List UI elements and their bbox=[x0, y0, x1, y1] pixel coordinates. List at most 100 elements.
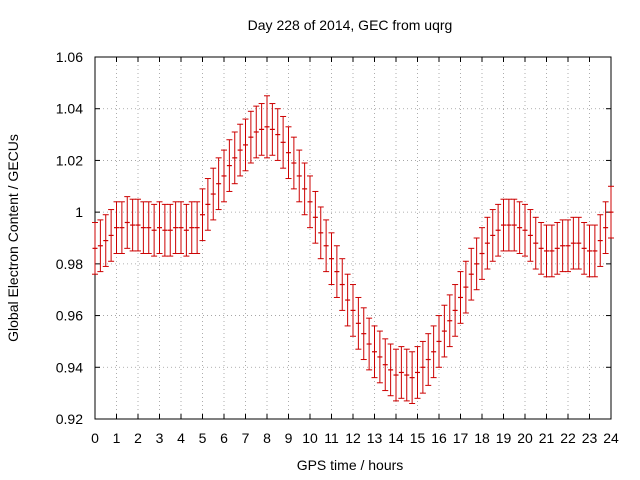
error-bar-point bbox=[307, 175, 313, 229]
error-bar-point bbox=[559, 219, 566, 273]
error-bar-point bbox=[242, 118, 249, 172]
error-bar-point bbox=[328, 232, 335, 286]
error-bar-point bbox=[382, 338, 389, 392]
x-tick-label: 4 bbox=[177, 430, 185, 446]
error-bar-point bbox=[280, 115, 287, 169]
x-tick-label: 15 bbox=[410, 430, 426, 446]
error-bar-point bbox=[393, 348, 399, 402]
error-bar-point bbox=[118, 201, 125, 255]
error-bar-point bbox=[253, 105, 260, 159]
error-bar-point bbox=[371, 325, 378, 379]
error-bar-point bbox=[113, 201, 120, 255]
error-bar-point bbox=[194, 201, 201, 255]
error-bar-point bbox=[333, 245, 340, 298]
axis-ticks: 0 1 2 3 4 5 6 7 8 9 10 11 12 13 14 15 16 17 18 19 20 21 22 23 24… bbox=[56, 49, 619, 446]
error-bar-point bbox=[183, 203, 190, 257]
error-bar-point bbox=[608, 185, 614, 239]
error-bar-point bbox=[554, 221, 561, 275]
grid bbox=[95, 57, 611, 419]
x-tick-label: 7 bbox=[242, 430, 250, 446]
error-bar-point bbox=[452, 284, 459, 337]
error-bar-point bbox=[135, 198, 141, 252]
data-series bbox=[92, 95, 614, 404]
error-bar-point bbox=[317, 206, 324, 260]
error-bar-point bbox=[323, 219, 330, 273]
error-bar-point bbox=[350, 284, 356, 337]
error-bar-point bbox=[92, 221, 98, 275]
y-axis-label: Global Electron Content / GECUs bbox=[5, 134, 21, 342]
error-bar-point bbox=[602, 201, 609, 255]
error-bar-point bbox=[527, 209, 534, 262]
error-bar-point bbox=[264, 95, 270, 159]
error-bar-point bbox=[366, 317, 373, 371]
y-tick-label: 0.96 bbox=[56, 308, 83, 324]
error-bar-point bbox=[215, 157, 222, 211]
error-bar-point bbox=[167, 203, 174, 257]
x-tick-label: 3 bbox=[156, 430, 164, 446]
x-tick-label: 6 bbox=[220, 430, 228, 446]
error-bar-point bbox=[97, 219, 104, 273]
error-bar-point bbox=[145, 201, 152, 255]
error-bar-point bbox=[586, 224, 593, 278]
error-bar-point bbox=[409, 351, 416, 404]
error-bar-point bbox=[548, 224, 555, 278]
y-tick-label: 1.02 bbox=[56, 152, 83, 168]
error-bar-point bbox=[532, 216, 539, 270]
x-tick-label: 17 bbox=[453, 430, 469, 446]
x-tick-label: 14 bbox=[388, 430, 404, 446]
x-tick-label: 18 bbox=[474, 430, 490, 446]
x-tick-label: 21 bbox=[539, 430, 555, 446]
error-bar-point bbox=[473, 237, 480, 291]
y-tick-label: 0.92 bbox=[56, 411, 83, 427]
error-bar-point bbox=[376, 330, 383, 384]
x-tick-label: 19 bbox=[496, 430, 512, 446]
x-tick-label: 2 bbox=[134, 430, 142, 446]
error-bar-point bbox=[565, 219, 571, 273]
error-bar-point bbox=[403, 348, 410, 402]
error-bar-point bbox=[430, 325, 437, 379]
error-bar-point bbox=[151, 203, 158, 257]
error-bar-point bbox=[441, 304, 448, 358]
x-tick-label: 23 bbox=[582, 430, 598, 446]
error-bar-point bbox=[188, 201, 195, 255]
error-bar-point bbox=[221, 149, 227, 203]
error-bar-point bbox=[581, 221, 588, 275]
error-bar-point bbox=[522, 203, 528, 257]
x-tick-label: 22 bbox=[560, 430, 576, 446]
y-tick-label: 1 bbox=[75, 204, 83, 220]
error-bar-point bbox=[156, 201, 163, 255]
error-bar-point bbox=[210, 167, 217, 221]
error-bar-point bbox=[344, 273, 351, 327]
error-bar-point bbox=[414, 346, 421, 399]
x-tick-label: 13 bbox=[367, 430, 383, 446]
x-tick-label: 5 bbox=[199, 430, 207, 446]
error-bar-point bbox=[204, 178, 211, 231]
error-bar-point bbox=[269, 103, 276, 156]
x-tick-label: 11 bbox=[324, 430, 339, 446]
error-bar-point bbox=[597, 214, 604, 267]
error-bar-point bbox=[436, 315, 442, 368]
x-tick-label: 24 bbox=[603, 430, 619, 446]
x-tick-label: 0 bbox=[91, 430, 99, 446]
y-tick-label: 1.06 bbox=[56, 49, 83, 65]
error-bar-point bbox=[290, 136, 297, 190]
error-bar-point bbox=[172, 201, 179, 255]
error-bar-point bbox=[543, 224, 550, 278]
error-bar-point bbox=[360, 307, 367, 361]
error-bar-point bbox=[231, 131, 238, 185]
x-tick-label: 8 bbox=[263, 430, 271, 446]
error-bar-point bbox=[500, 198, 507, 252]
error-bar-point bbox=[339, 258, 346, 311]
error-bar-point bbox=[495, 203, 502, 257]
x-tick-label: 16 bbox=[431, 430, 447, 446]
error-bar-point bbox=[457, 271, 464, 324]
error-bar-point bbox=[199, 188, 206, 242]
x-tick-label: 20 bbox=[517, 430, 533, 446]
error-bar-point bbox=[570, 216, 577, 270]
error-bar-point bbox=[140, 201, 147, 255]
error-bar-point bbox=[489, 209, 496, 262]
chart-title: Day 228 of 2014, GEC from uqrg bbox=[248, 17, 453, 33]
error-bar-point bbox=[178, 201, 184, 255]
x-tick-label: 9 bbox=[285, 430, 293, 446]
